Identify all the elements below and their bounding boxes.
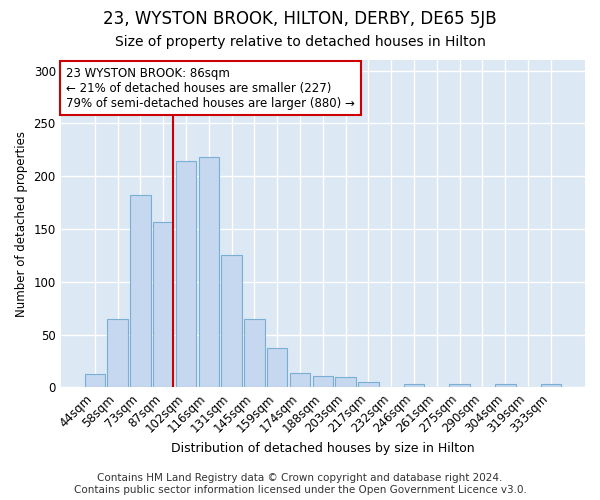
Text: 23 WYSTON BROOK: 86sqm
← 21% of detached houses are smaller (227)
79% of semi-de: 23 WYSTON BROOK: 86sqm ← 21% of detached… <box>66 66 355 110</box>
Bar <box>335 377 356 388</box>
Bar <box>244 318 265 388</box>
Bar <box>404 384 424 388</box>
Bar <box>176 162 196 388</box>
Bar <box>495 384 515 388</box>
Bar <box>221 256 242 388</box>
X-axis label: Distribution of detached houses by size in Hilton: Distribution of detached houses by size … <box>171 442 475 455</box>
Y-axis label: Number of detached properties: Number of detached properties <box>15 130 28 316</box>
Bar <box>267 348 287 388</box>
Bar <box>541 384 561 388</box>
Bar <box>290 372 310 388</box>
Text: 23, WYSTON BROOK, HILTON, DERBY, DE65 5JB: 23, WYSTON BROOK, HILTON, DERBY, DE65 5J… <box>103 10 497 28</box>
Text: Size of property relative to detached houses in Hilton: Size of property relative to detached ho… <box>115 35 485 49</box>
Bar <box>358 382 379 388</box>
Text: Contains HM Land Registry data © Crown copyright and database right 2024.
Contai: Contains HM Land Registry data © Crown c… <box>74 474 526 495</box>
Bar <box>130 195 151 388</box>
Bar <box>107 318 128 388</box>
Bar <box>199 157 219 388</box>
Bar <box>85 374 105 388</box>
Bar <box>313 376 333 388</box>
Bar <box>153 222 173 388</box>
Bar <box>449 384 470 388</box>
